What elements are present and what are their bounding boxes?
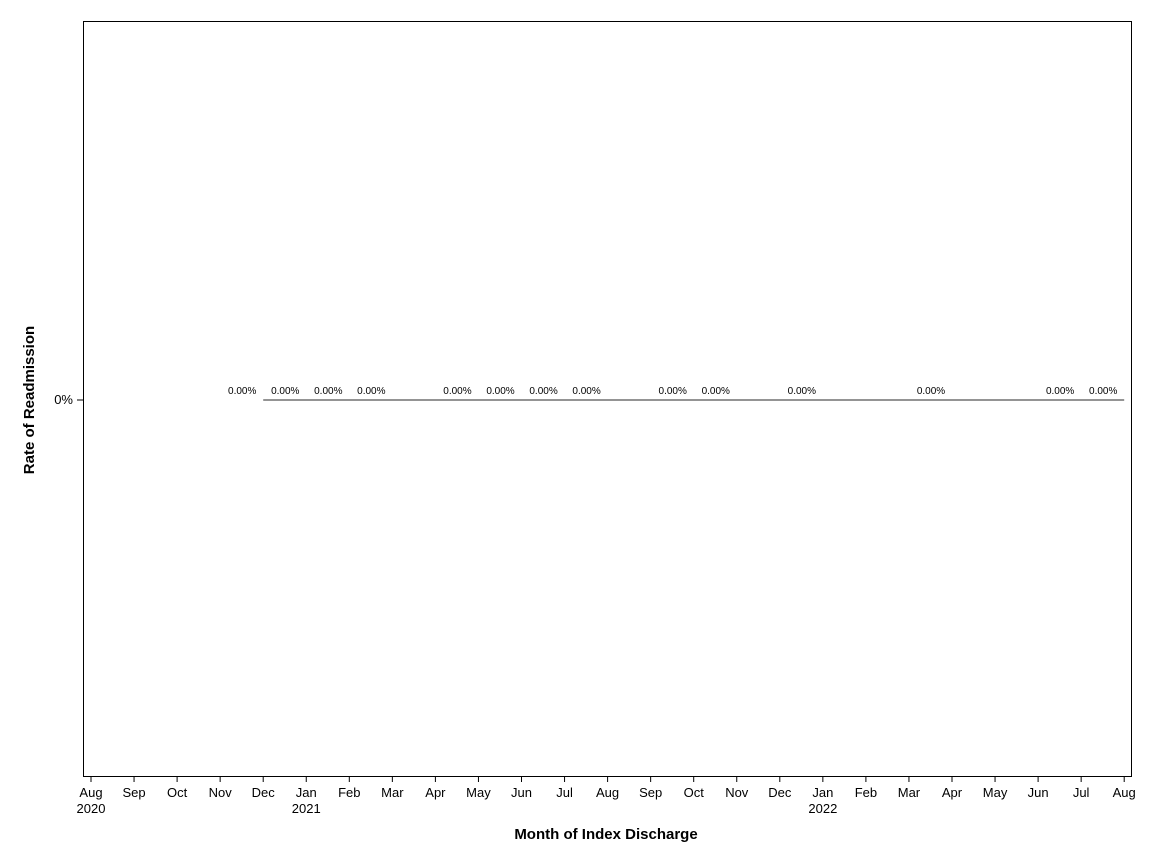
series-group: 0.00% 0.00% 0.00% 0.00% 0.00% 0.00% 0.00% 0.00%… <box>228 386 1125 401</box>
data-label: 0.00% <box>486 386 514 397</box>
data-label: 0.00% <box>529 386 557 397</box>
x-axis-title: Month of Index Discharge <box>514 826 697 843</box>
x-tick-year-label: 2020 <box>77 801 106 816</box>
data-label: 0.00% <box>271 386 299 397</box>
data-label: 0.00% <box>702 386 730 397</box>
plot-frame <box>83 21 1132 777</box>
x-tick-year-label: 2021 <box>292 801 321 816</box>
x-tick-label: Mar <box>898 785 921 800</box>
x-tick-label: May <box>983 785 1008 800</box>
x-tick-label: Jun <box>1028 785 1049 800</box>
data-label: 0.00% <box>314 386 342 397</box>
x-tick-year-label: 2022 <box>808 801 837 816</box>
x-tick-label: Mar <box>381 785 404 800</box>
x-tick-label: Feb <box>855 785 877 800</box>
data-label: 0.00% <box>443 386 471 397</box>
y-axis: 0% <box>54 392 83 407</box>
y-axis-title: Rate of Readmission <box>21 326 38 474</box>
x-tick-label: Nov <box>209 785 233 800</box>
x-tick-label: Apr <box>942 785 963 800</box>
data-label: 0.00% <box>1046 386 1074 397</box>
x-tick-label: Sep <box>122 785 145 800</box>
x-tick-label: Feb <box>338 785 360 800</box>
data-label: 0.00% <box>572 386 600 397</box>
data-label: 0.00% <box>357 386 385 397</box>
x-tick-label: Jan <box>296 785 317 800</box>
x-tick-label: Dec <box>252 785 276 800</box>
x-tick-label: Dec <box>768 785 792 800</box>
x-tick-label: Oct <box>684 785 705 800</box>
x-tick-label: Aug <box>596 785 619 800</box>
x-tick-label: Jun <box>511 785 532 800</box>
data-label: 0.00% <box>788 386 816 397</box>
x-tick-label: Aug <box>1113 785 1136 800</box>
x-tick-label: Aug <box>79 785 102 800</box>
data-label: 0.00% <box>917 386 945 397</box>
x-tick-label: Apr <box>425 785 446 800</box>
x-tick-label: Nov <box>725 785 749 800</box>
data-label: 0.00% <box>659 386 687 397</box>
x-tick-label: Jan <box>812 785 833 800</box>
y-tick-label: 0% <box>54 392 73 407</box>
data-label: 0.00% <box>228 386 256 397</box>
data-label: 0.00% <box>1089 386 1117 397</box>
x-tick-label: May <box>466 785 491 800</box>
x-tick-label: Jul <box>1073 785 1090 800</box>
x-tick-label: Sep <box>639 785 662 800</box>
x-tick-label: Jul <box>556 785 573 800</box>
x-tick-label: Oct <box>167 785 188 800</box>
